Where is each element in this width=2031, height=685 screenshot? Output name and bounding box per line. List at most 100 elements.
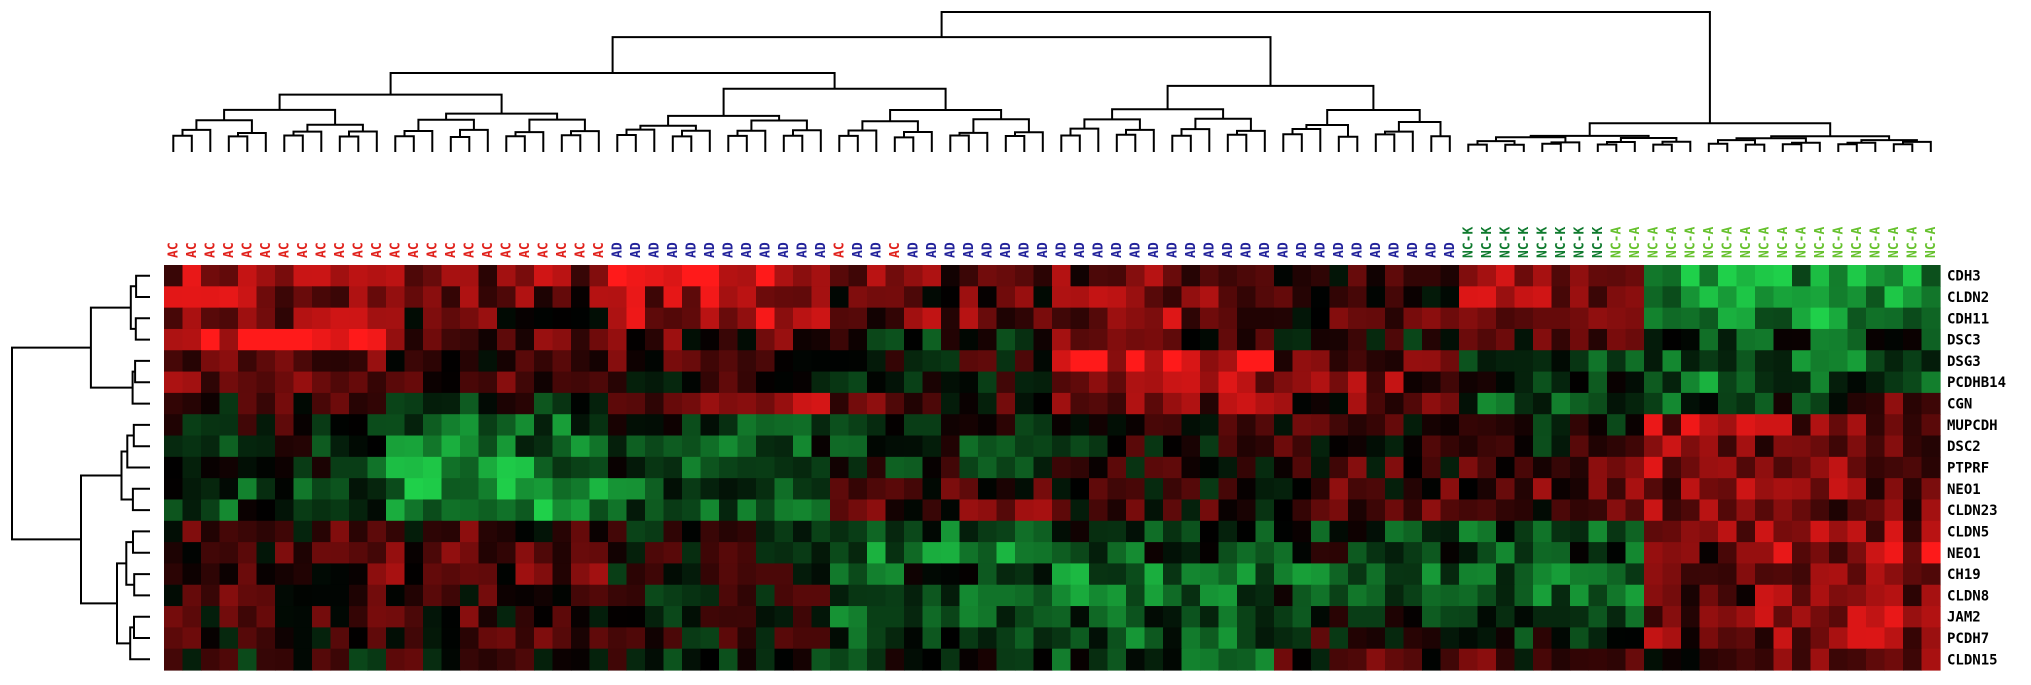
heatmap-cell [922,307,942,330]
heatmap-cell [497,328,517,351]
heatmap-cell [1348,328,1368,351]
heatmap-cell [293,563,313,586]
heatmap-cell [349,478,369,501]
heatmap-cell [663,456,683,479]
heatmap-cell [349,392,369,415]
heatmap-cell [1144,520,1164,543]
heatmap-cell [682,520,702,543]
heatmap-cell [1681,328,1701,351]
heatmap-cell [1681,584,1701,607]
heatmap-cell [1607,350,1627,373]
heatmap-cell [1385,499,1405,522]
heatmap-cell [1810,456,1830,479]
heatmap-cell [1829,627,1849,650]
heatmap-cell [663,627,683,650]
heatmap-cell [571,499,591,522]
heatmap-cell [515,414,535,437]
heatmap-cell [312,307,332,330]
heatmap-cell [1181,414,1201,437]
heatmap-cell [1329,350,1349,373]
heatmap-cell [201,286,221,309]
heatmap-cell [719,286,739,309]
heatmap-cell [663,478,683,501]
heatmap-cell [1773,414,1793,437]
heatmap-cell [1514,542,1534,565]
heatmap-cell [1662,371,1682,394]
heatmap-cell [386,478,406,501]
heatmap-cell [848,307,868,330]
heatmap-cell [1570,542,1590,565]
heatmap-cell [774,307,794,330]
heatmap-cell [756,456,776,479]
dendrogram-branch [1467,143,1488,152]
heatmap-cell [1773,392,1793,415]
heatmap-cell [1422,542,1442,565]
row-label: CDH3 [1947,269,1981,285]
heatmap-cell [608,435,628,458]
heatmap-cell [1274,520,1294,543]
dendrogram-branch [1069,127,1100,152]
heatmap-cell [1329,584,1349,607]
heatmap-cell [1255,563,1275,586]
heatmap-cell [1699,520,1719,543]
heatmap-cell [1070,478,1090,501]
heatmap-cell [1237,265,1257,287]
heatmap-cell [1533,392,1553,415]
heatmap-cell [1662,456,1682,479]
heatmap-cell [349,414,369,437]
heatmap-cell [830,499,850,522]
heatmap-cell [1107,265,1127,287]
column-label: AC [499,242,514,258]
heatmap-cell [1311,371,1331,394]
heatmap-cell [1403,542,1423,565]
heatmap-cell [756,563,776,586]
column-label: AC [573,242,588,258]
heatmap-cell [867,392,887,415]
heatmap-cell [737,350,757,373]
heatmap-cell [256,350,276,373]
heatmap-cell [386,307,406,330]
heatmap-cell [1866,606,1886,628]
column-label: NC-A [1887,227,1902,258]
heatmap-cell [534,648,554,671]
heatmap-cell [312,627,332,650]
heatmap-cell [1847,606,1867,628]
heatmap-cell [793,350,813,373]
heatmap-cell [1255,286,1275,309]
heatmap-cell [367,307,387,330]
heatmap-cell [1348,371,1368,394]
heatmap-cell [589,648,609,671]
column-label: NC-A [1924,227,1939,258]
heatmap-cell [478,648,498,671]
heatmap-cell [1366,350,1386,373]
heatmap-cell [1829,456,1849,479]
heatmap-cell [1718,371,1738,394]
dendrogram-branch [1171,134,1192,152]
heatmap-cell [497,350,517,373]
heatmap-cell [663,392,683,415]
heatmap-cell [1107,392,1127,415]
heatmap-cell [1292,392,1312,415]
heatmap-cell [996,499,1016,522]
heatmap-cell [904,606,924,628]
heatmap-cell [867,435,887,458]
heatmap-cell [571,627,591,650]
heatmap-cell [182,371,202,394]
heatmap-cell [1200,499,1220,522]
dendrogram-branch [195,119,253,133]
heatmap-cell [682,328,702,351]
heatmap-cell [996,456,1016,479]
heatmap-cell [1440,606,1460,628]
heatmap-cell [663,435,683,458]
heatmap-cell [460,627,480,650]
heatmap-cell [1699,648,1719,671]
heatmap-cell [1514,265,1534,287]
heatmap-cell [774,328,794,351]
heatmap-cell [1126,648,1146,671]
heatmap-cell [349,328,369,351]
column-label: AD [1202,242,1217,258]
dendrogram-branch [903,131,933,152]
heatmap-cell [460,265,480,287]
heatmap-cell [534,584,554,607]
column-label: AD [777,242,792,258]
